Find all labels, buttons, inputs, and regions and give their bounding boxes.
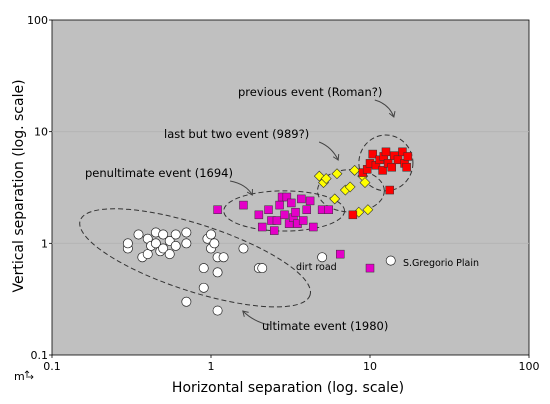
ellipse-ultimate bbox=[79, 208, 311, 308]
y-axis-title: Vertical separation (log. scale) bbox=[11, 79, 27, 292]
point-penultimate bbox=[280, 210, 289, 220]
point-ultimate bbox=[181, 296, 192, 307]
point-last-but-two bbox=[362, 204, 374, 216]
point-penultimate bbox=[305, 196, 315, 206]
y-tick-label: 1 bbox=[41, 237, 48, 250]
point-ultimate bbox=[181, 238, 192, 249]
point-ultimate bbox=[170, 229, 181, 240]
leader-penultimate bbox=[229, 180, 253, 196]
point-ultimate bbox=[212, 267, 223, 278]
annotation-last-but-two-event: last but two event (989?) bbox=[164, 127, 309, 141]
point-penultimate bbox=[282, 192, 292, 202]
point-ultimate bbox=[133, 229, 144, 240]
point-penultimate bbox=[254, 210, 264, 220]
point-ultimate bbox=[142, 249, 153, 260]
point-ultimate bbox=[257, 263, 268, 274]
point-penultimate bbox=[309, 222, 318, 232]
point-previous bbox=[387, 163, 396, 172]
annotation-s-gregorio-plain: S.Gregorio Plain bbox=[403, 258, 479, 269]
leader-last-but-two-arrowhead bbox=[332, 153, 340, 161]
point-last-but-two bbox=[331, 168, 343, 180]
point-previous bbox=[398, 147, 407, 157]
point-last-but-two bbox=[349, 164, 361, 176]
point-ultimate bbox=[212, 305, 223, 316]
y-tick-label: 100 bbox=[27, 14, 48, 27]
point-previous bbox=[378, 166, 387, 175]
x-tick-label: 100 bbox=[519, 360, 540, 373]
point-penultimate bbox=[213, 205, 222, 214]
point-penultimate bbox=[298, 216, 308, 225]
x-tick-label: 0.1 bbox=[43, 360, 61, 373]
point-previous bbox=[381, 147, 391, 157]
point-penultimate bbox=[275, 200, 284, 210]
point-previous bbox=[348, 210, 358, 220]
point-ultimate bbox=[385, 255, 396, 266]
point-last-but-two bbox=[329, 193, 341, 205]
point-ultimate bbox=[218, 252, 229, 263]
x-tick-label: 1 bbox=[208, 360, 215, 373]
y-tick-label: 0.1 bbox=[31, 349, 49, 362]
point-penultimate bbox=[297, 194, 306, 204]
point-previous bbox=[368, 149, 377, 159]
axis-unit-label: m bbox=[14, 370, 25, 383]
leader-ultimate bbox=[242, 310, 270, 326]
ellipse-penultimate bbox=[223, 190, 346, 232]
point-ultimate bbox=[317, 252, 328, 263]
point-ultimate bbox=[206, 229, 216, 240]
point-penultimate bbox=[302, 205, 311, 214]
point-ultimate bbox=[198, 282, 209, 293]
y-tick-label: 10 bbox=[34, 126, 48, 139]
x-axis-title: Horizontal separation (log. scale) bbox=[172, 380, 404, 396]
leader-last-but-two bbox=[318, 141, 339, 161]
point-last-but-two bbox=[344, 181, 356, 193]
axis-unit-arrows bbox=[24, 370, 34, 380]
leader-ultimate-arrowhead bbox=[242, 310, 249, 317]
point-ultimate bbox=[181, 227, 192, 238]
point-ultimate bbox=[209, 238, 220, 249]
point-penultimate bbox=[324, 205, 333, 214]
point-ultimate bbox=[170, 240, 181, 251]
point-penultimate bbox=[257, 222, 267, 232]
point-penultimate bbox=[291, 207, 300, 217]
point-ultimate bbox=[238, 243, 249, 254]
annotation-ultimate-event: ultimate event (1980) bbox=[262, 319, 388, 333]
point-ultimate bbox=[150, 238, 161, 249]
leader-previous-arrowhead bbox=[388, 111, 396, 118]
point-last-but-two bbox=[359, 177, 371, 189]
leader-previous bbox=[374, 99, 395, 118]
plot-area bbox=[51, 19, 530, 356]
point-penultimate bbox=[365, 263, 375, 273]
point-penultimate bbox=[272, 216, 282, 225]
point-penultimate bbox=[270, 226, 279, 235]
annotation-previous-event: previous event (Roman?) bbox=[238, 85, 382, 99]
x-tick-label: 10 bbox=[363, 360, 377, 373]
leader-penultimate-arrowhead bbox=[246, 188, 253, 196]
point-previous bbox=[403, 152, 413, 161]
point-penultimate bbox=[264, 205, 273, 214]
point-ultimate bbox=[198, 263, 209, 274]
point-last-but-two bbox=[320, 173, 332, 185]
point-ultimate bbox=[158, 229, 169, 240]
point-previous bbox=[402, 163, 411, 172]
point-ultimate bbox=[164, 249, 175, 260]
point-penultimate bbox=[239, 200, 248, 210]
point-previous bbox=[385, 185, 394, 195]
annotation-penultimate-event: penultimate event (1694) bbox=[85, 166, 233, 180]
point-penultimate bbox=[287, 198, 296, 208]
point-penultimate bbox=[336, 249, 345, 259]
point-penultimate bbox=[284, 219, 294, 228]
point-ultimate bbox=[158, 243, 169, 254]
point-ultimate bbox=[122, 238, 133, 249]
annotation-dirt-road: dirt road bbox=[296, 262, 337, 273]
